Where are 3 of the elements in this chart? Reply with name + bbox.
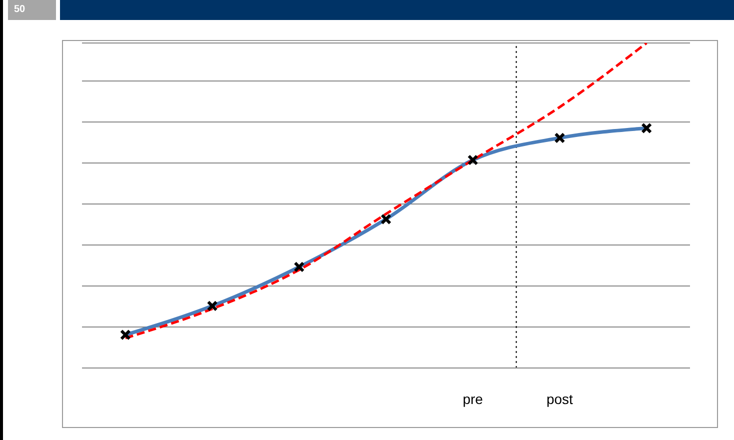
x-tick-label: pre <box>462 390 484 407</box>
x-tick-label: post <box>546 390 574 407</box>
text: 50 <box>8 0 56 20</box>
